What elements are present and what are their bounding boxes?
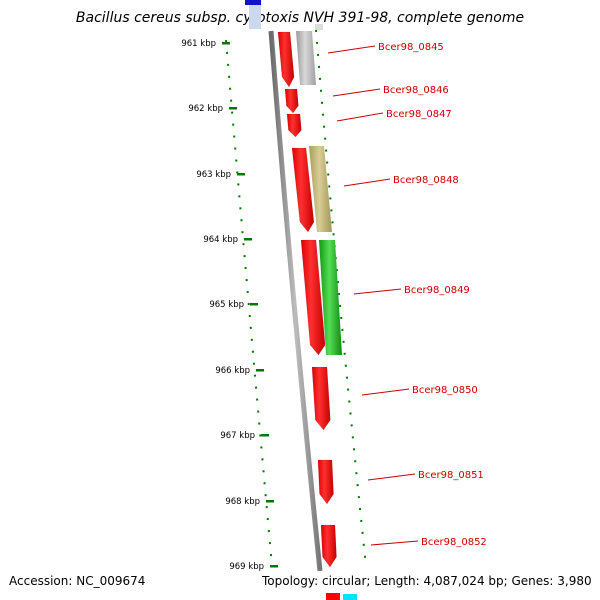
- tick-label: 964 kbp: [203, 235, 238, 245]
- gene-arrow: [284, 88, 299, 114]
- tick-label: 967 kbp: [220, 431, 255, 441]
- topology-label: Topology: circular; Length: 4,087,024 bp…: [262, 574, 592, 588]
- gene-feature-overlay: [296, 31, 316, 85]
- gene-label[interactable]: Bcer98_0848: [393, 175, 459, 186]
- gene-labels: Bcer98_0845 Bcer98_0846 Bcer98_0847 Bcer98_…: [327, 42, 487, 548]
- tick-track-left: [225, 39, 273, 567]
- gene-arrow: [320, 524, 337, 568]
- label-leader-line: [361, 388, 410, 396]
- gene-label[interactable]: Bcer98_0851: [418, 470, 484, 481]
- chromosome-backbone: [268, 30, 323, 572]
- gene-features: [277, 31, 342, 568]
- tick-label: 969 kbp: [229, 562, 264, 572]
- gene-arrow: [317, 459, 334, 505]
- major-tick: [261, 434, 269, 437]
- tick-label: 968 kbp: [225, 497, 260, 507]
- major-tick: [250, 303, 258, 306]
- major-tick: [222, 42, 230, 45]
- label-leader-line: [367, 473, 416, 481]
- gene-arrow: [300, 239, 326, 356]
- tick-label: 963 kbp: [196, 170, 231, 180]
- gene-label[interactable]: Bcer98_0849: [404, 285, 470, 296]
- gene-label[interactable]: Bcer98_0852: [421, 537, 487, 548]
- label-leader-line: [343, 178, 391, 187]
- accession-label: Accession: NC_009674: [9, 574, 146, 588]
- gene-label[interactable]: Bcer98_0850: [412, 385, 478, 396]
- major-tick: [244, 238, 252, 241]
- label-leader-line: [370, 540, 419, 546]
- major-tick: [270, 565, 278, 568]
- major-tick: [266, 500, 274, 503]
- feature-edge-cyan-bottom: [343, 594, 357, 600]
- label-leader-line: [332, 88, 381, 97]
- feature-edge-blue: [245, 0, 261, 5]
- label-leader-line: [327, 45, 376, 54]
- gene-arrow: [277, 31, 295, 88]
- tick-label: 965 kbp: [209, 300, 244, 310]
- feature-edge-lightblue: [249, 5, 261, 29]
- gene-feature-overlay: [319, 240, 342, 355]
- label-leader-line: [336, 112, 384, 122]
- feature-edge-grey-top: [315, 24, 323, 30]
- major-tick: [256, 369, 264, 372]
- map-title: Bacillus cereus subsp. cytotoxis NVH 391…: [76, 10, 524, 26]
- gene-arrow: [286, 113, 302, 138]
- gene-label[interactable]: Bcer98_0845: [378, 42, 444, 53]
- tick-label: 961 kbp: [181, 39, 216, 49]
- gene-label[interactable]: Bcer98_0846: [383, 85, 449, 96]
- feature-edge-red-bottom: [326, 593, 340, 600]
- gene-arrow: [311, 366, 331, 431]
- gene-feature-overlay: [309, 146, 332, 232]
- tick-label: 966 kbp: [215, 366, 250, 376]
- label-leader-line: [353, 288, 402, 295]
- major-tick: [237, 173, 245, 176]
- gene-label[interactable]: Bcer98_0847: [386, 109, 452, 120]
- tick-label: 962 kbp: [188, 104, 223, 114]
- major-tick: [229, 107, 237, 110]
- gene-arrow: [291, 147, 315, 233]
- tick-marks: 961 kbp 962 kbp 963 kbp 964 kbp 965 kbp 966 k…: [181, 39, 278, 572]
